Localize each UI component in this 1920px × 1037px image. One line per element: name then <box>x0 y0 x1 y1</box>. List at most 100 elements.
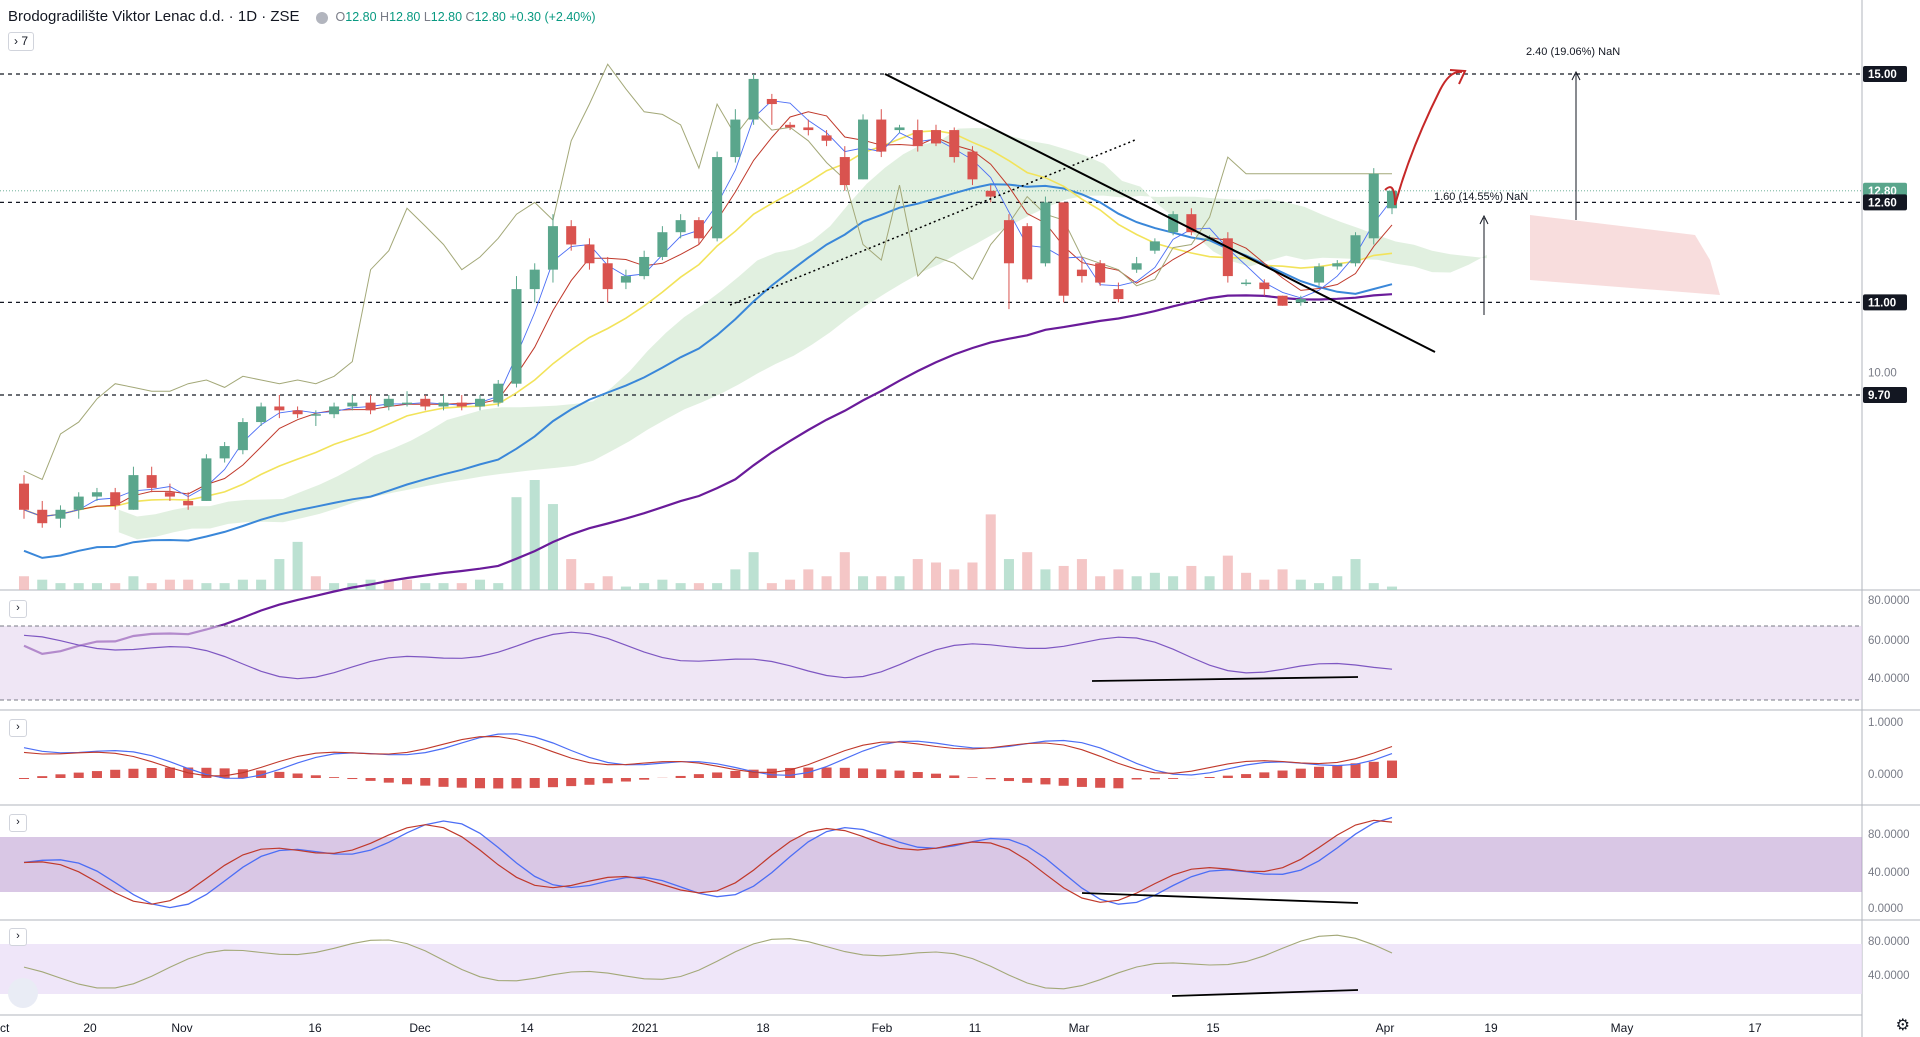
candle <box>949 127 960 163</box>
macd-histogram-bar <box>821 767 832 778</box>
measure-upper-label: 2.40 (19.06%) NaN <box>1526 46 1620 58</box>
high-value: 12.80 <box>389 9 421 24</box>
candle-body <box>292 410 303 415</box>
pane-osc4-collapse-button[interactable]: › <box>9 928 27 946</box>
macd-histogram-bar <box>292 773 303 778</box>
candle-body <box>347 402 358 407</box>
macd-histogram-bar <box>1368 761 1379 778</box>
macd-histogram-bar <box>1040 778 1051 785</box>
open-value: 12.80 <box>345 9 377 24</box>
volume-bar <box>639 583 650 590</box>
volume-bar <box>1131 576 1142 590</box>
candle <box>1168 211 1179 236</box>
pane-macd-collapse-button[interactable]: › <box>9 719 27 737</box>
price-level-badge <box>1863 66 1907 82</box>
macd-histogram-bar <box>164 767 175 778</box>
rsi-divergence-line <box>1091 676 1359 682</box>
candle <box>329 402 340 419</box>
volume-bar <box>712 583 723 590</box>
indicators-toggle-button[interactable]: › 7 <box>8 32 35 51</box>
candle-body <box>365 402 376 411</box>
macd-signal-line <box>23 736 1393 777</box>
time-axis-label: Feb <box>872 1021 893 1035</box>
macd-histogram-bar <box>839 767 850 778</box>
candle <box>821 130 832 147</box>
trendline-down <box>884 73 1436 353</box>
macd-histogram-bar <box>1149 778 1160 780</box>
candle-body <box>985 190 996 197</box>
candle <box>712 151 723 242</box>
candle <box>620 269 631 290</box>
volume-bar <box>201 583 212 590</box>
candle <box>566 220 577 251</box>
macd-histogram-bar <box>1332 764 1343 778</box>
candle <box>1113 282 1124 303</box>
candle-body <box>1350 235 1361 264</box>
macd-histogram-bar <box>1350 763 1361 778</box>
volume-bar <box>1295 579 1306 590</box>
volume-bar <box>602 576 613 590</box>
candle <box>529 263 540 303</box>
candle <box>347 395 358 411</box>
macd-histogram-bar <box>1131 778 1142 780</box>
volume-bar <box>839 552 850 590</box>
volume-bar <box>1003 559 1014 590</box>
macd-histogram-bar <box>55 774 66 778</box>
volume-bar <box>219 583 230 590</box>
volume-bar <box>529 480 540 590</box>
time-axis-label: 16 <box>308 1021 322 1035</box>
time-axis-label: 2021 <box>632 1021 659 1035</box>
volume-bar <box>584 583 595 590</box>
candle <box>237 418 248 455</box>
candle-body <box>821 135 832 141</box>
candle <box>602 256 613 303</box>
candle-body <box>1277 295 1288 306</box>
macd-histogram-bar <box>1295 768 1306 778</box>
macd-histogram-bar <box>256 770 267 778</box>
macd-histogram-bar <box>1386 760 1398 778</box>
volume-bar <box>237 579 248 590</box>
pane-rsi-collapse-button[interactable]: › <box>9 600 27 618</box>
candle <box>730 109 741 163</box>
macd-histogram-bar <box>18 778 30 779</box>
candle <box>493 379 504 407</box>
candle <box>766 93 777 125</box>
candle-body <box>420 398 431 407</box>
candle <box>894 124 905 133</box>
volume-bar <box>1222 555 1233 590</box>
candle-body <box>73 496 84 510</box>
macd-histogram-bar <box>639 778 650 780</box>
pane-stoch-collapse-button[interactable]: › <box>9 814 27 832</box>
symbol-title[interactable]: Brodogradilište Viktor Lenac d.d. · 1D ·… <box>8 8 300 25</box>
candle <box>1222 232 1233 283</box>
macd-histogram-bar <box>1076 778 1087 787</box>
volume-bar <box>985 514 996 590</box>
settings-gear-icon[interactable]: ⚙ <box>1895 1017 1910 1034</box>
volume-bar <box>329 583 340 590</box>
candle <box>402 391 413 407</box>
time-axis-label: 19 <box>1484 1021 1498 1035</box>
pane-axis-label: 80.0000 <box>1868 936 1910 948</box>
volume-bar <box>730 569 741 590</box>
candle <box>274 395 285 419</box>
candle <box>146 466 157 493</box>
candle-body <box>949 130 960 158</box>
candle <box>310 410 321 427</box>
candle <box>693 217 704 245</box>
macd-histogram-bar <box>347 778 358 780</box>
candle <box>967 146 978 186</box>
macd-histogram-bar <box>529 778 540 788</box>
stoch-k-line <box>23 816 1393 909</box>
time-axis-label: 18 <box>756 1021 770 1035</box>
macd-histogram-bar <box>110 769 121 778</box>
visibility-eye-icon[interactable] <box>315 11 328 24</box>
candle-body <box>584 244 595 264</box>
candle-body <box>511 289 522 384</box>
candle <box>584 238 595 270</box>
pane-axis-label: 80.0000 <box>1868 829 1910 841</box>
candle <box>803 119 814 136</box>
candle <box>219 442 230 463</box>
macd-histogram-bar <box>858 768 869 778</box>
time-axis-label: 11 <box>969 1021 982 1035</box>
